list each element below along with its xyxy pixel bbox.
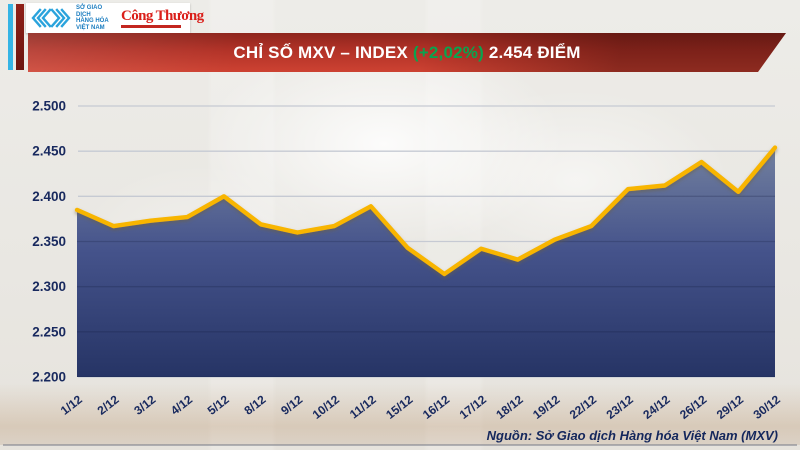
- x-tick-label: 19/12: [530, 392, 563, 422]
- congthuong-wordmark: Công Thương: [121, 7, 204, 24]
- x-tick-label: 11/12: [347, 392, 379, 421]
- chart-title-value: 2.454 ĐIỂM: [483, 42, 581, 62]
- exchange-name-line2: HÀNG HÓA: [76, 18, 109, 24]
- x-tick-label: 5/12: [205, 392, 232, 418]
- commodity-photo-strip: [0, 383, 800, 445]
- congthuong-tagline-bar: [121, 24, 181, 28]
- x-tick-label: 26/12: [677, 392, 710, 422]
- x-tick-label: 9/12: [278, 392, 305, 418]
- exchange-name: SỞ GIAO DỊCH HÀNG HÓA VIỆT NAM: [76, 5, 118, 31]
- x-tick-label: 30/12: [751, 392, 784, 422]
- exchange-name-line3: VIỆT NAM: [76, 24, 105, 31]
- x-tick-label: 3/12: [131, 392, 158, 418]
- x-tick-label: 1/12: [58, 392, 85, 418]
- y-tick-label: 2.400: [32, 189, 66, 204]
- x-tick-label: 8/12: [242, 392, 269, 418]
- mxv-chevron-diamonds-icon: [31, 8, 71, 28]
- x-tick-label: 10/12: [310, 392, 343, 422]
- chart-title: CHỈ SỐ MXV – INDEX (+2,02%) 2.454 ĐIỂM: [233, 43, 580, 63]
- bottom-divider: [3, 444, 797, 446]
- y-tick-label: 2.300: [32, 279, 66, 294]
- x-tick-label: 24/12: [640, 392, 673, 422]
- cyan-accent-stripe: [8, 4, 13, 70]
- y-tick-label: 2.200: [32, 370, 66, 385]
- source-credit: Nguồn: Sở Giao dịch Hàng hóa Việt Nam (M…: [486, 428, 778, 443]
- x-tick-label: 29/12: [714, 392, 747, 422]
- maroon-accent-stripe: [16, 4, 24, 70]
- x-axis-tick-labels: 1/12 2/12 3/12 4/12 5/12 8/12 9/12 10/12 11/12 15…: [58, 392, 783, 422]
- congthuong-logo: Công Thương: [121, 7, 204, 28]
- chart-title-change: (+2,02%): [412, 42, 484, 62]
- x-tick-label: 23/12: [604, 392, 637, 422]
- logo-box: SỞ GIAO DỊCH HÀNG HÓA VIỆT NAM Công Thươ…: [26, 3, 204, 33]
- x-tick-label: 17/12: [457, 392, 490, 422]
- chart-title-prefix: CHỈ SỐ MXV – INDEX: [233, 42, 413, 62]
- x-tick-label: 18/12: [493, 392, 526, 422]
- y-tick-label: 2.500: [32, 99, 66, 114]
- y-tick-label: 2.350: [32, 234, 66, 249]
- exchange-name-line1: SỞ GIAO DỊCH: [76, 5, 103, 18]
- x-tick-label: 2/12: [95, 392, 122, 418]
- title-banner: CHỈ SỐ MXV – INDEX (+2,02%) 2.454 ĐIỂM: [28, 33, 786, 72]
- y-tick-label: 2.250: [32, 324, 66, 339]
- y-axis-tick-labels: 2.500 2.450 2.400 2.350 2.300 2.250 2.200: [32, 99, 66, 385]
- index-line-series: [74, 145, 778, 277]
- x-tick-label: 15/12: [383, 392, 416, 422]
- y-tick-label: 2.450: [32, 144, 66, 159]
- x-tick-label: 16/12: [420, 392, 453, 422]
- x-tick-label: 4/12: [168, 392, 195, 418]
- x-tick-label: 22/12: [567, 392, 600, 422]
